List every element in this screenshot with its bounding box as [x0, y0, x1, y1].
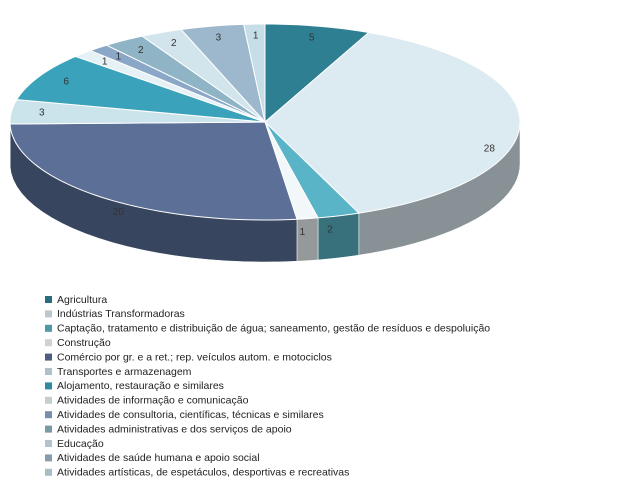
slice	[140, 28, 266, 123]
data-label: 3	[216, 32, 222, 43]
slice	[9, 121, 298, 221]
legend-label: Captação, tratamento e distribuição de á…	[57, 323, 490, 335]
slice	[105, 35, 266, 123]
slice	[264, 121, 360, 219]
legend-swatch	[45, 353, 52, 361]
data-label: 1	[116, 51, 122, 62]
legend-swatch	[45, 411, 52, 419]
legend-label: Atividades administrativas e dos serviço…	[57, 423, 292, 435]
legend-swatch	[45, 454, 52, 462]
data-label: 5	[309, 32, 315, 43]
legend-label: Comércio por gr. e a ret.; rep. veículos…	[57, 351, 332, 363]
data-label: 1	[102, 56, 108, 67]
legend-label: Agricultura	[57, 294, 107, 306]
data-label: 28	[484, 144, 496, 155]
data-label: 2	[138, 45, 144, 56]
slice-side	[317, 212, 360, 261]
legend-swatch	[45, 440, 52, 447]
legend-swatch	[45, 296, 52, 303]
slice-side	[296, 217, 319, 262]
data-label: 2	[171, 38, 177, 49]
legend-swatch	[45, 339, 52, 347]
legend-label: Atividades de informação e comunicação	[57, 395, 249, 407]
slice	[15, 55, 266, 123]
slice	[264, 23, 370, 124]
data-label: 3	[39, 108, 45, 119]
data-label: 20	[113, 207, 125, 218]
legend-label: Transportes e armazenagem	[57, 366, 192, 378]
data-label: 6	[63, 77, 69, 88]
legend-label: Educação	[57, 438, 104, 450]
slice	[243, 23, 266, 123]
legend: Agricultura Indústrias Transformadoras Cap…	[45, 294, 490, 479]
legend-label: Alojamento, restauração e similares	[57, 380, 224, 392]
legend-swatch	[45, 425, 52, 433]
legend-label: Construção	[57, 337, 111, 349]
slice	[264, 31, 521, 214]
data-label: 1	[300, 227, 306, 238]
data-label: 2	[327, 224, 333, 235]
legend-swatch	[45, 382, 52, 390]
legend-swatch	[45, 368, 52, 375]
slice	[9, 99, 266, 125]
legend-label: Atividades de saúde humana e apoio socia…	[57, 452, 260, 464]
legend-label: Atividades de consultoria, científicas, …	[57, 409, 324, 421]
slice	[180, 23, 266, 124]
legend-swatch	[45, 396, 52, 404]
legend-swatch	[45, 324, 52, 332]
legend-swatch	[45, 468, 52, 476]
legend-swatch	[45, 310, 52, 318]
legend-label: Indústrias Transformadoras	[57, 308, 185, 320]
data-label: 1	[253, 30, 259, 41]
legend-label: Atividades artísticas, de espetáculos, d…	[57, 467, 349, 479]
